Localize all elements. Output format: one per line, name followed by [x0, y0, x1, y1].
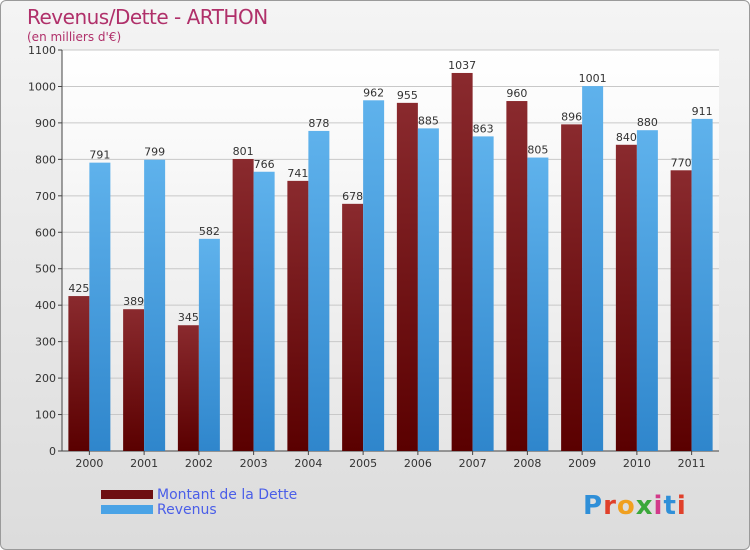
plot-area [62, 50, 719, 451]
legend-label-revenus: Revenus [157, 501, 217, 518]
x-tick-label: 2008 [513, 457, 541, 470]
data-label: 766 [254, 158, 275, 171]
dette-bar [670, 170, 692, 452]
y-tick-label: 300 [35, 336, 56, 349]
chart-legend: Montant de la Dette Revenus [101, 486, 298, 518]
y-tick-label: 900 [35, 117, 56, 130]
legend-item-revenus: Revenus [101, 501, 297, 518]
chart-subtitle: (en milliers d'€) [27, 30, 122, 44]
proxiti-logo: Proxiti [583, 491, 687, 521]
revenus-bar [253, 171, 275, 451]
revenus-bar [198, 238, 220, 451]
revenus-bar [417, 128, 439, 452]
data-label: 799 [144, 146, 165, 159]
logo-letter: r [603, 491, 617, 521]
data-label: 678 [342, 190, 363, 203]
data-label: 389 [123, 295, 144, 308]
dette-bar [68, 296, 90, 451]
data-label: 791 [89, 149, 110, 162]
x-tick-label: 2010 [623, 457, 651, 470]
dette-bar [342, 203, 364, 451]
y-tick-label: 600 [35, 226, 56, 239]
x-tick-label: 2000 [75, 457, 103, 470]
x-tick-label: 2005 [349, 457, 377, 470]
legend-label-dette: Montant de la Dette [157, 486, 298, 503]
dette-bar [123, 309, 145, 451]
logo-letter: i [676, 491, 687, 521]
data-label: 741 [287, 167, 308, 180]
data-label: 885 [418, 114, 439, 127]
legend-item-dette: Montant de la Dette [101, 486, 298, 503]
y-tick-label: 500 [35, 263, 56, 276]
logo-letter: i [653, 491, 664, 521]
x-tick-label: 2007 [459, 457, 487, 470]
y-tick-label: 800 [35, 153, 56, 166]
revenus-bar [691, 118, 713, 451]
x-tick-label: 2001 [130, 457, 158, 470]
chart-title: Revenus/Dette - ARTHON [27, 5, 268, 29]
y-tick-label: 1100 [28, 44, 56, 57]
x-tick-label: 2004 [294, 457, 322, 470]
revenus-bar [144, 159, 166, 451]
dette-bar [177, 325, 199, 451]
data-label: 955 [397, 89, 418, 102]
logo-letter: o [616, 491, 636, 521]
data-label: 840 [616, 131, 637, 144]
x-tick-label: 2002 [185, 457, 213, 470]
legend-swatch-dette [101, 490, 153, 499]
revenus-bar [308, 130, 330, 452]
revenus-bar [636, 130, 658, 451]
dette-bar [615, 144, 637, 452]
y-tick-label: 700 [35, 190, 56, 203]
data-label: 863 [473, 122, 494, 135]
data-label: 805 [527, 144, 548, 157]
dette-bar [506, 101, 528, 451]
y-tick-label: 200 [35, 372, 56, 385]
logo-letter: x [635, 491, 654, 521]
data-label: 960 [506, 87, 527, 100]
data-label: 1037 [448, 59, 476, 72]
data-label: 880 [637, 116, 658, 129]
x-tick-label: 2011 [678, 457, 706, 470]
y-tick-label: 400 [35, 299, 56, 312]
y-tick-label: 100 [35, 409, 56, 422]
data-label: 770 [671, 156, 692, 169]
data-label: 1001 [579, 72, 607, 85]
dette-bar [396, 102, 418, 451]
data-label: 345 [178, 311, 199, 324]
y-tick-label: 0 [49, 445, 56, 458]
dette-bar [232, 158, 254, 451]
data-label: 582 [199, 225, 220, 238]
data-label: 878 [308, 117, 329, 130]
data-label: 962 [363, 86, 384, 99]
dette-bar [287, 180, 309, 451]
revenus-bar [363, 100, 385, 451]
data-label: 801 [233, 145, 254, 158]
dette-bar [451, 72, 473, 451]
legend-swatch-revenus [101, 505, 153, 514]
x-tick-label: 2003 [240, 457, 268, 470]
revenus-bar [527, 157, 549, 452]
data-label: 911 [692, 105, 713, 118]
data-label: 425 [68, 282, 89, 295]
dette-bar [561, 124, 583, 451]
y-tick-label: 1000 [28, 80, 56, 93]
logo-letter: t [663, 491, 677, 521]
logo-letter: P [583, 491, 604, 521]
x-tick-label: 2006 [404, 457, 432, 470]
revenus-bar [472, 136, 494, 451]
data-label: 896 [561, 110, 582, 123]
revenus-bar [582, 86, 604, 451]
revenus-bar [89, 162, 111, 452]
x-tick-label: 2009 [568, 457, 596, 470]
